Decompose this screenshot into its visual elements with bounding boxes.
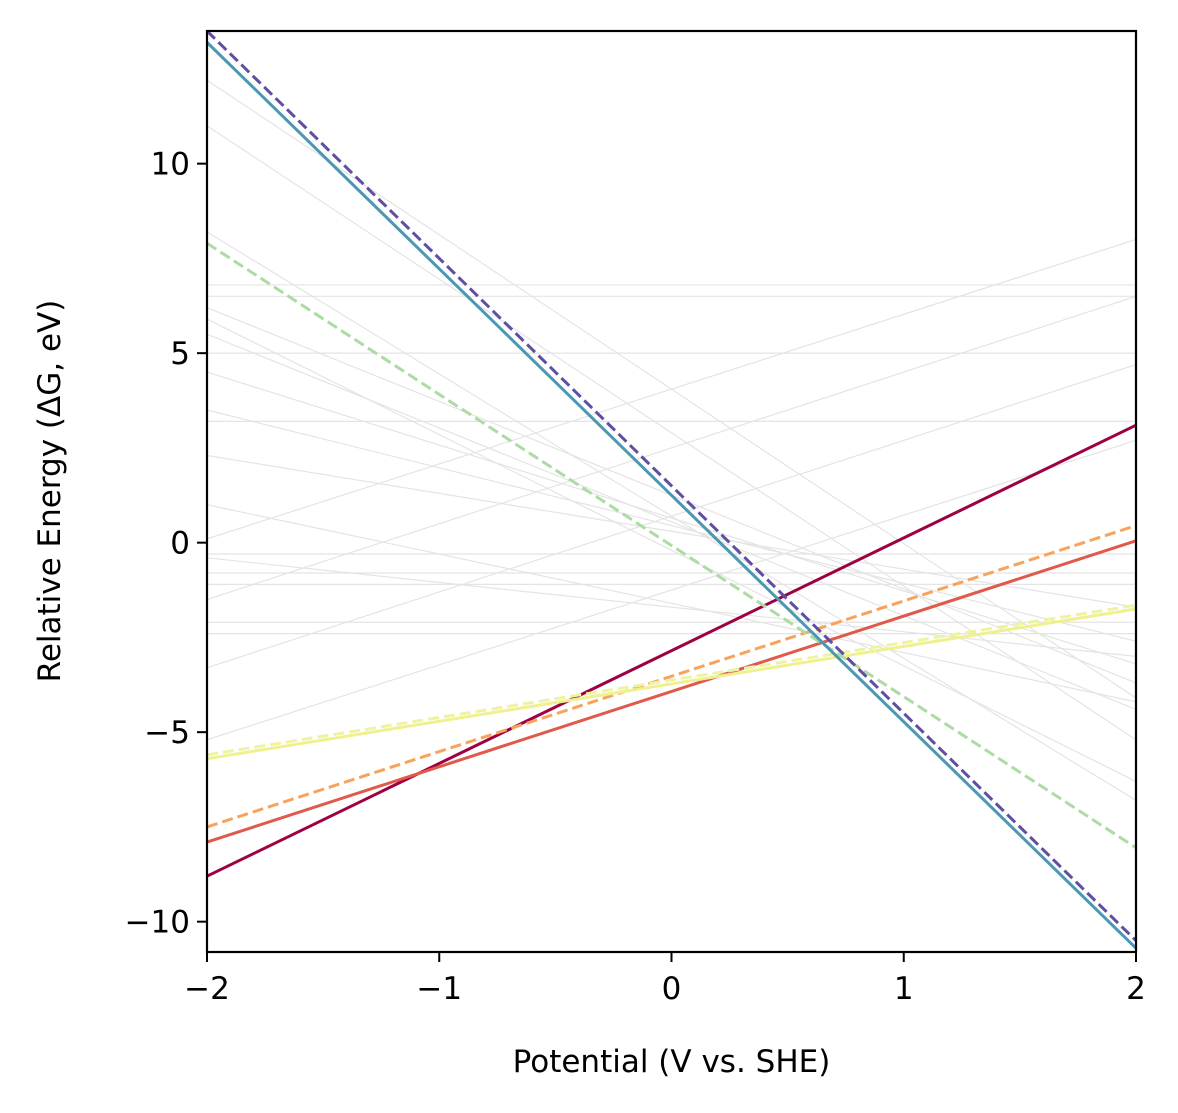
x-tick-label: −1: [416, 971, 462, 1007]
background-series-line-20: [206, 454, 1137, 608]
background-series-line-22: [206, 231, 1137, 801]
background-series-line-15: [206, 125, 1137, 741]
y-tick-label: 0: [170, 526, 190, 562]
series-line-7: [205, 41, 1138, 950]
background-series-group: [206, 79, 1137, 801]
background-series-line-21: [206, 504, 1137, 703]
background-series-line-11: [206, 295, 1137, 601]
series-line-5: [206, 603, 1137, 757]
series-line-4: [206, 607, 1137, 761]
x-tick-label: 1: [894, 971, 914, 1007]
series-line-3: [206, 524, 1137, 829]
x-axis-label: Potential (V vs. SHE): [513, 1044, 831, 1080]
series-line-8: [205, 29, 1138, 942]
background-series-line-24: [206, 557, 1137, 657]
background-series-line-18: [206, 371, 1137, 665]
y-tick-label: 5: [170, 336, 190, 372]
background-series-line-23: [206, 318, 1137, 782]
x-tick-label: −2: [184, 971, 230, 1007]
y-axis-label: Relative Energy (ΔG, eV): [32, 300, 68, 683]
background-series-line-13: [206, 439, 1137, 741]
y-tick-label: −10: [125, 905, 190, 941]
x-tick-label: 2: [1126, 971, 1146, 1007]
series-line-2: [206, 539, 1137, 844]
y-tick-label: 10: [151, 147, 190, 183]
series-line-1: [206, 423, 1137, 878]
y-tick-label: −5: [144, 715, 190, 751]
series-line-6: [206, 241, 1137, 850]
highlighted-series-group: [205, 29, 1138, 950]
background-series-line-19: [206, 409, 1137, 642]
x-axis: −2 −1 0 1 2: [184, 952, 1146, 1007]
y-axis: −10 −5 0 5 10: [125, 147, 207, 941]
x-tick-label: 0: [662, 971, 682, 1007]
